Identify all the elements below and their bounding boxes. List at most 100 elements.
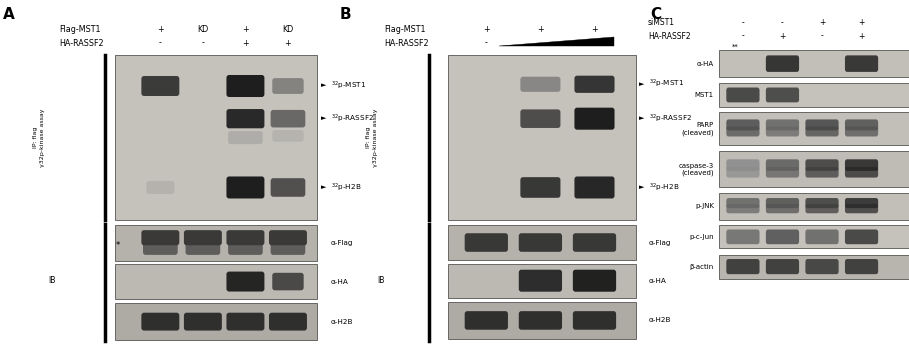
FancyBboxPatch shape (766, 198, 799, 208)
Text: -: - (781, 18, 784, 27)
FancyBboxPatch shape (226, 176, 265, 198)
FancyBboxPatch shape (184, 313, 222, 331)
Bar (448, 264, 636, 298)
Text: α-Flag: α-Flag (649, 239, 671, 246)
FancyBboxPatch shape (520, 77, 561, 92)
Text: HA-RASSF2: HA-RASSF2 (385, 39, 429, 47)
FancyBboxPatch shape (726, 259, 760, 274)
Bar (448, 55, 636, 220)
FancyBboxPatch shape (271, 110, 305, 127)
Text: caspase-3
(cleaved): caspase-3 (cleaved) (679, 163, 714, 176)
FancyBboxPatch shape (142, 313, 179, 331)
Bar (719, 112, 909, 145)
FancyBboxPatch shape (845, 198, 878, 208)
FancyBboxPatch shape (845, 204, 878, 213)
Bar (115, 225, 317, 261)
FancyBboxPatch shape (269, 313, 307, 331)
Bar (719, 193, 909, 220)
FancyBboxPatch shape (273, 273, 304, 290)
FancyBboxPatch shape (805, 126, 839, 137)
FancyBboxPatch shape (573, 311, 616, 330)
Text: *: * (116, 241, 120, 250)
FancyBboxPatch shape (574, 76, 614, 93)
Text: B: B (340, 7, 352, 22)
FancyBboxPatch shape (226, 272, 265, 292)
Text: α-HA: α-HA (649, 278, 666, 284)
Text: IP: flag
γ32p-kinase assay: IP: flag γ32p-kinase assay (366, 108, 377, 167)
Text: +: + (483, 25, 490, 34)
Text: ►: ► (321, 82, 326, 88)
FancyBboxPatch shape (519, 311, 562, 330)
Bar (719, 225, 909, 248)
FancyBboxPatch shape (726, 119, 760, 130)
FancyBboxPatch shape (726, 126, 760, 137)
Text: +: + (157, 25, 164, 34)
FancyBboxPatch shape (766, 119, 799, 130)
Polygon shape (499, 37, 614, 46)
FancyBboxPatch shape (226, 109, 265, 128)
FancyBboxPatch shape (766, 167, 799, 178)
FancyBboxPatch shape (766, 87, 799, 103)
Text: $^{32}$p-H2B: $^{32}$p-H2B (649, 181, 679, 194)
FancyBboxPatch shape (805, 198, 839, 208)
Text: $^{32}$p-MST1: $^{32}$p-MST1 (649, 78, 684, 90)
FancyBboxPatch shape (845, 119, 878, 130)
FancyBboxPatch shape (766, 126, 799, 137)
Text: **: ** (732, 44, 738, 50)
Text: -: - (742, 32, 744, 41)
Text: A: A (4, 7, 15, 22)
FancyBboxPatch shape (726, 198, 760, 208)
FancyBboxPatch shape (573, 270, 616, 292)
FancyBboxPatch shape (269, 230, 307, 245)
FancyBboxPatch shape (845, 55, 878, 72)
Text: -: - (484, 39, 488, 47)
Text: C: C (651, 7, 662, 22)
Text: +: + (285, 39, 291, 47)
Text: ►: ► (639, 184, 644, 190)
FancyBboxPatch shape (519, 233, 562, 252)
FancyBboxPatch shape (726, 159, 760, 171)
FancyBboxPatch shape (845, 167, 878, 178)
Bar (115, 264, 317, 299)
FancyBboxPatch shape (226, 230, 265, 245)
FancyBboxPatch shape (805, 259, 839, 274)
Bar (115, 55, 317, 220)
Text: Flag-MST1: Flag-MST1 (59, 25, 100, 34)
Text: ►: ► (321, 184, 326, 190)
FancyBboxPatch shape (766, 204, 799, 213)
Bar (448, 225, 636, 260)
Text: KD: KD (197, 25, 208, 34)
FancyBboxPatch shape (142, 76, 179, 96)
FancyBboxPatch shape (520, 177, 561, 198)
FancyBboxPatch shape (142, 230, 179, 245)
Text: PARP
(cleaved): PARP (cleaved) (682, 122, 714, 136)
Text: ►: ► (639, 80, 644, 87)
FancyBboxPatch shape (185, 242, 220, 255)
Text: α-HA: α-HA (331, 279, 348, 284)
Bar (115, 303, 317, 340)
FancyBboxPatch shape (226, 75, 265, 97)
Text: ►: ► (639, 115, 644, 121)
FancyBboxPatch shape (464, 233, 508, 252)
FancyBboxPatch shape (766, 259, 799, 274)
Bar (448, 302, 636, 339)
FancyBboxPatch shape (574, 176, 614, 198)
FancyBboxPatch shape (845, 259, 878, 274)
FancyBboxPatch shape (228, 242, 263, 255)
FancyBboxPatch shape (271, 242, 305, 255)
Text: β-actin: β-actin (690, 264, 714, 270)
Text: MST1: MST1 (694, 92, 714, 98)
Text: KD: KD (283, 25, 294, 34)
FancyBboxPatch shape (226, 313, 265, 331)
FancyBboxPatch shape (273, 78, 304, 94)
Text: α-HA: α-HA (697, 61, 714, 67)
Bar (719, 50, 909, 77)
Bar (719, 255, 909, 279)
Text: HA-RASSF2: HA-RASSF2 (648, 32, 691, 41)
FancyBboxPatch shape (805, 204, 839, 213)
Text: $^{32}$p-RASSF2: $^{32}$p-RASSF2 (331, 112, 374, 125)
Text: +: + (819, 18, 825, 27)
Text: HA-RASSF2: HA-RASSF2 (59, 39, 104, 47)
FancyBboxPatch shape (726, 204, 760, 213)
Text: +: + (242, 25, 249, 34)
